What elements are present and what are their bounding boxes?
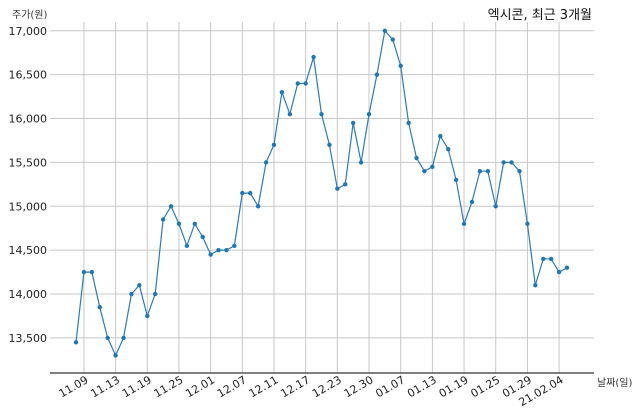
data-point: [271, 142, 277, 148]
x-tick-label: 01.07: [373, 373, 407, 400]
data-point: [152, 291, 158, 297]
y-tick-label: 13,500: [9, 332, 48, 345]
data-point: [89, 269, 95, 275]
data-point: [477, 168, 483, 174]
data-point: [335, 186, 340, 191]
data-point: [113, 353, 118, 358]
data-point: [319, 111, 324, 117]
data-point: [382, 28, 388, 33]
data-point: [556, 269, 562, 275]
y-tick-label: 17,000: [9, 25, 48, 38]
chart-grid: [50, 22, 594, 373]
chart-title: 엑시콘, 최근 3개월: [488, 8, 592, 23]
data-point: [216, 247, 221, 253]
data-point: [509, 160, 514, 165]
data-point: [541, 256, 546, 262]
data-point: [287, 111, 293, 117]
data-point: [358, 160, 364, 165]
data-point: [255, 204, 261, 209]
data-point: [224, 247, 229, 253]
data-point: [430, 164, 435, 169]
data-point: [121, 335, 126, 341]
data-point: [525, 221, 530, 227]
y-axis-label: 주가(원): [12, 9, 48, 21]
x-tick-label: 12.11: [247, 373, 281, 400]
data-point: [469, 199, 475, 205]
x-tick-label: 11.19: [120, 373, 154, 400]
data-point: [564, 265, 570, 270]
data-point: [517, 168, 522, 174]
x-tick-label: 12.01: [183, 373, 217, 400]
data-point: [200, 234, 205, 240]
data-point: [350, 120, 356, 126]
data-point: [327, 142, 332, 148]
data-point: [366, 111, 372, 117]
data-point: [240, 190, 245, 196]
x-tick-label: 11.25: [152, 373, 186, 400]
y-tick-label: 14,500: [9, 244, 48, 257]
data-point: [208, 252, 213, 257]
data-point: [390, 37, 395, 42]
x-tick-label: 01.13: [405, 373, 439, 400]
data-point: [97, 304, 102, 310]
x-tick-label: 12.23: [310, 373, 344, 400]
data-point: [160, 217, 166, 222]
data-point: [295, 81, 300, 86]
x-axis-label: 날짜(일): [597, 377, 633, 389]
data-point: [303, 81, 308, 86]
data-point: [548, 256, 554, 262]
data-point: [485, 168, 491, 174]
y-tick-label: 15,000: [9, 200, 48, 213]
data-point: [192, 221, 197, 227]
data-point: [438, 133, 443, 139]
data-point: [446, 147, 451, 152]
data-point: [461, 221, 467, 227]
x-tick-label: 01.19: [437, 373, 471, 400]
data-point: [184, 243, 190, 248]
x-tick-labels: 11.0911.1311.1911.2512.0112.0712.1112.17…: [57, 373, 566, 409]
data-point: [406, 120, 411, 126]
data-point: [73, 340, 79, 345]
data-point: [81, 269, 87, 275]
price-series-line: [75, 29, 568, 357]
data-point: [422, 168, 427, 174]
data-point: [311, 54, 316, 60]
data-point: [374, 72, 380, 77]
data-point: [279, 90, 285, 95]
y-tick-label: 15,500: [9, 156, 48, 169]
data-point: [343, 182, 348, 187]
data-point: [398, 63, 403, 69]
data-point: [145, 313, 150, 319]
y-tick-label: 16,000: [9, 113, 48, 126]
y-tick-label: 16,500: [9, 69, 48, 82]
data-point: [263, 160, 269, 165]
data-point: [129, 291, 134, 297]
data-point: [137, 283, 142, 288]
x-tick-label: 01.25: [468, 373, 502, 400]
data-point: [248, 190, 253, 196]
data-point: [176, 221, 182, 227]
x-tick-label: 12.07: [215, 373, 249, 400]
data-point: [453, 177, 459, 183]
x-tick-label: 12.17: [278, 373, 312, 400]
y-tick-labels: 13,500 14,000 14,500 15,000 15,500 16,000 16,5…: [9, 25, 48, 345]
data-point: [414, 155, 419, 161]
data-point: [501, 160, 506, 165]
data-point: [493, 204, 498, 209]
x-tick-label: 12.30: [342, 373, 376, 400]
price-series-points: [73, 28, 570, 358]
y-tick-label: 14,000: [9, 288, 48, 301]
data-point: [232, 243, 237, 248]
x-tick-label: 11.09: [57, 373, 91, 400]
data-point: [533, 283, 538, 288]
data-point: [168, 204, 174, 209]
x-tick-label: 11.13: [88, 373, 122, 400]
data-point: [105, 335, 110, 341]
